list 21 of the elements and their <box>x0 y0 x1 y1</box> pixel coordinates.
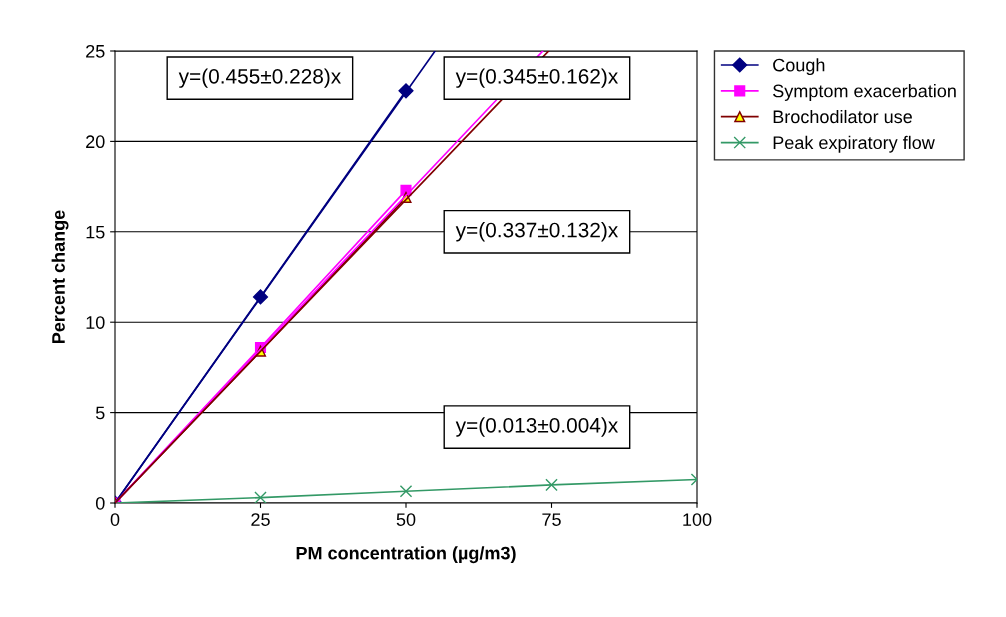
x-tick-label: 50 <box>396 513 416 526</box>
legend-label: Brochodilator use <box>773 109 912 124</box>
y-tick-label: 10 <box>86 316 105 329</box>
x-tick-label: 75 <box>542 513 561 526</box>
annotation: y=(0.345±0.162)x <box>455 68 619 88</box>
y-tick-label: 5 <box>95 406 105 420</box>
legend-label: Cough <box>773 58 825 76</box>
legend-label: Peak expiratory flow <box>773 135 935 153</box>
legend-label: Symptom exacerbation <box>773 84 956 101</box>
y-axis-title: Percent change <box>51 210 69 344</box>
x-tick-label: 0 <box>110 513 120 526</box>
y-tick-label: 15 <box>86 225 105 239</box>
annotation: y=(0.455±0.228)x <box>178 68 341 88</box>
x-tick-label: 25 <box>251 513 270 526</box>
y-tick-label: 25 <box>86 44 105 58</box>
y-tick-label: 0 <box>95 496 105 510</box>
y-tick-label: 20 <box>86 135 105 149</box>
annotation: y=(0.013±0.004)x <box>455 417 619 437</box>
annotation: y=(0.337±0.132)x <box>455 222 619 242</box>
x-axis-title: PM concentration (µg/m3) <box>296 546 516 564</box>
x-tick-label: 100 <box>683 513 712 526</box>
